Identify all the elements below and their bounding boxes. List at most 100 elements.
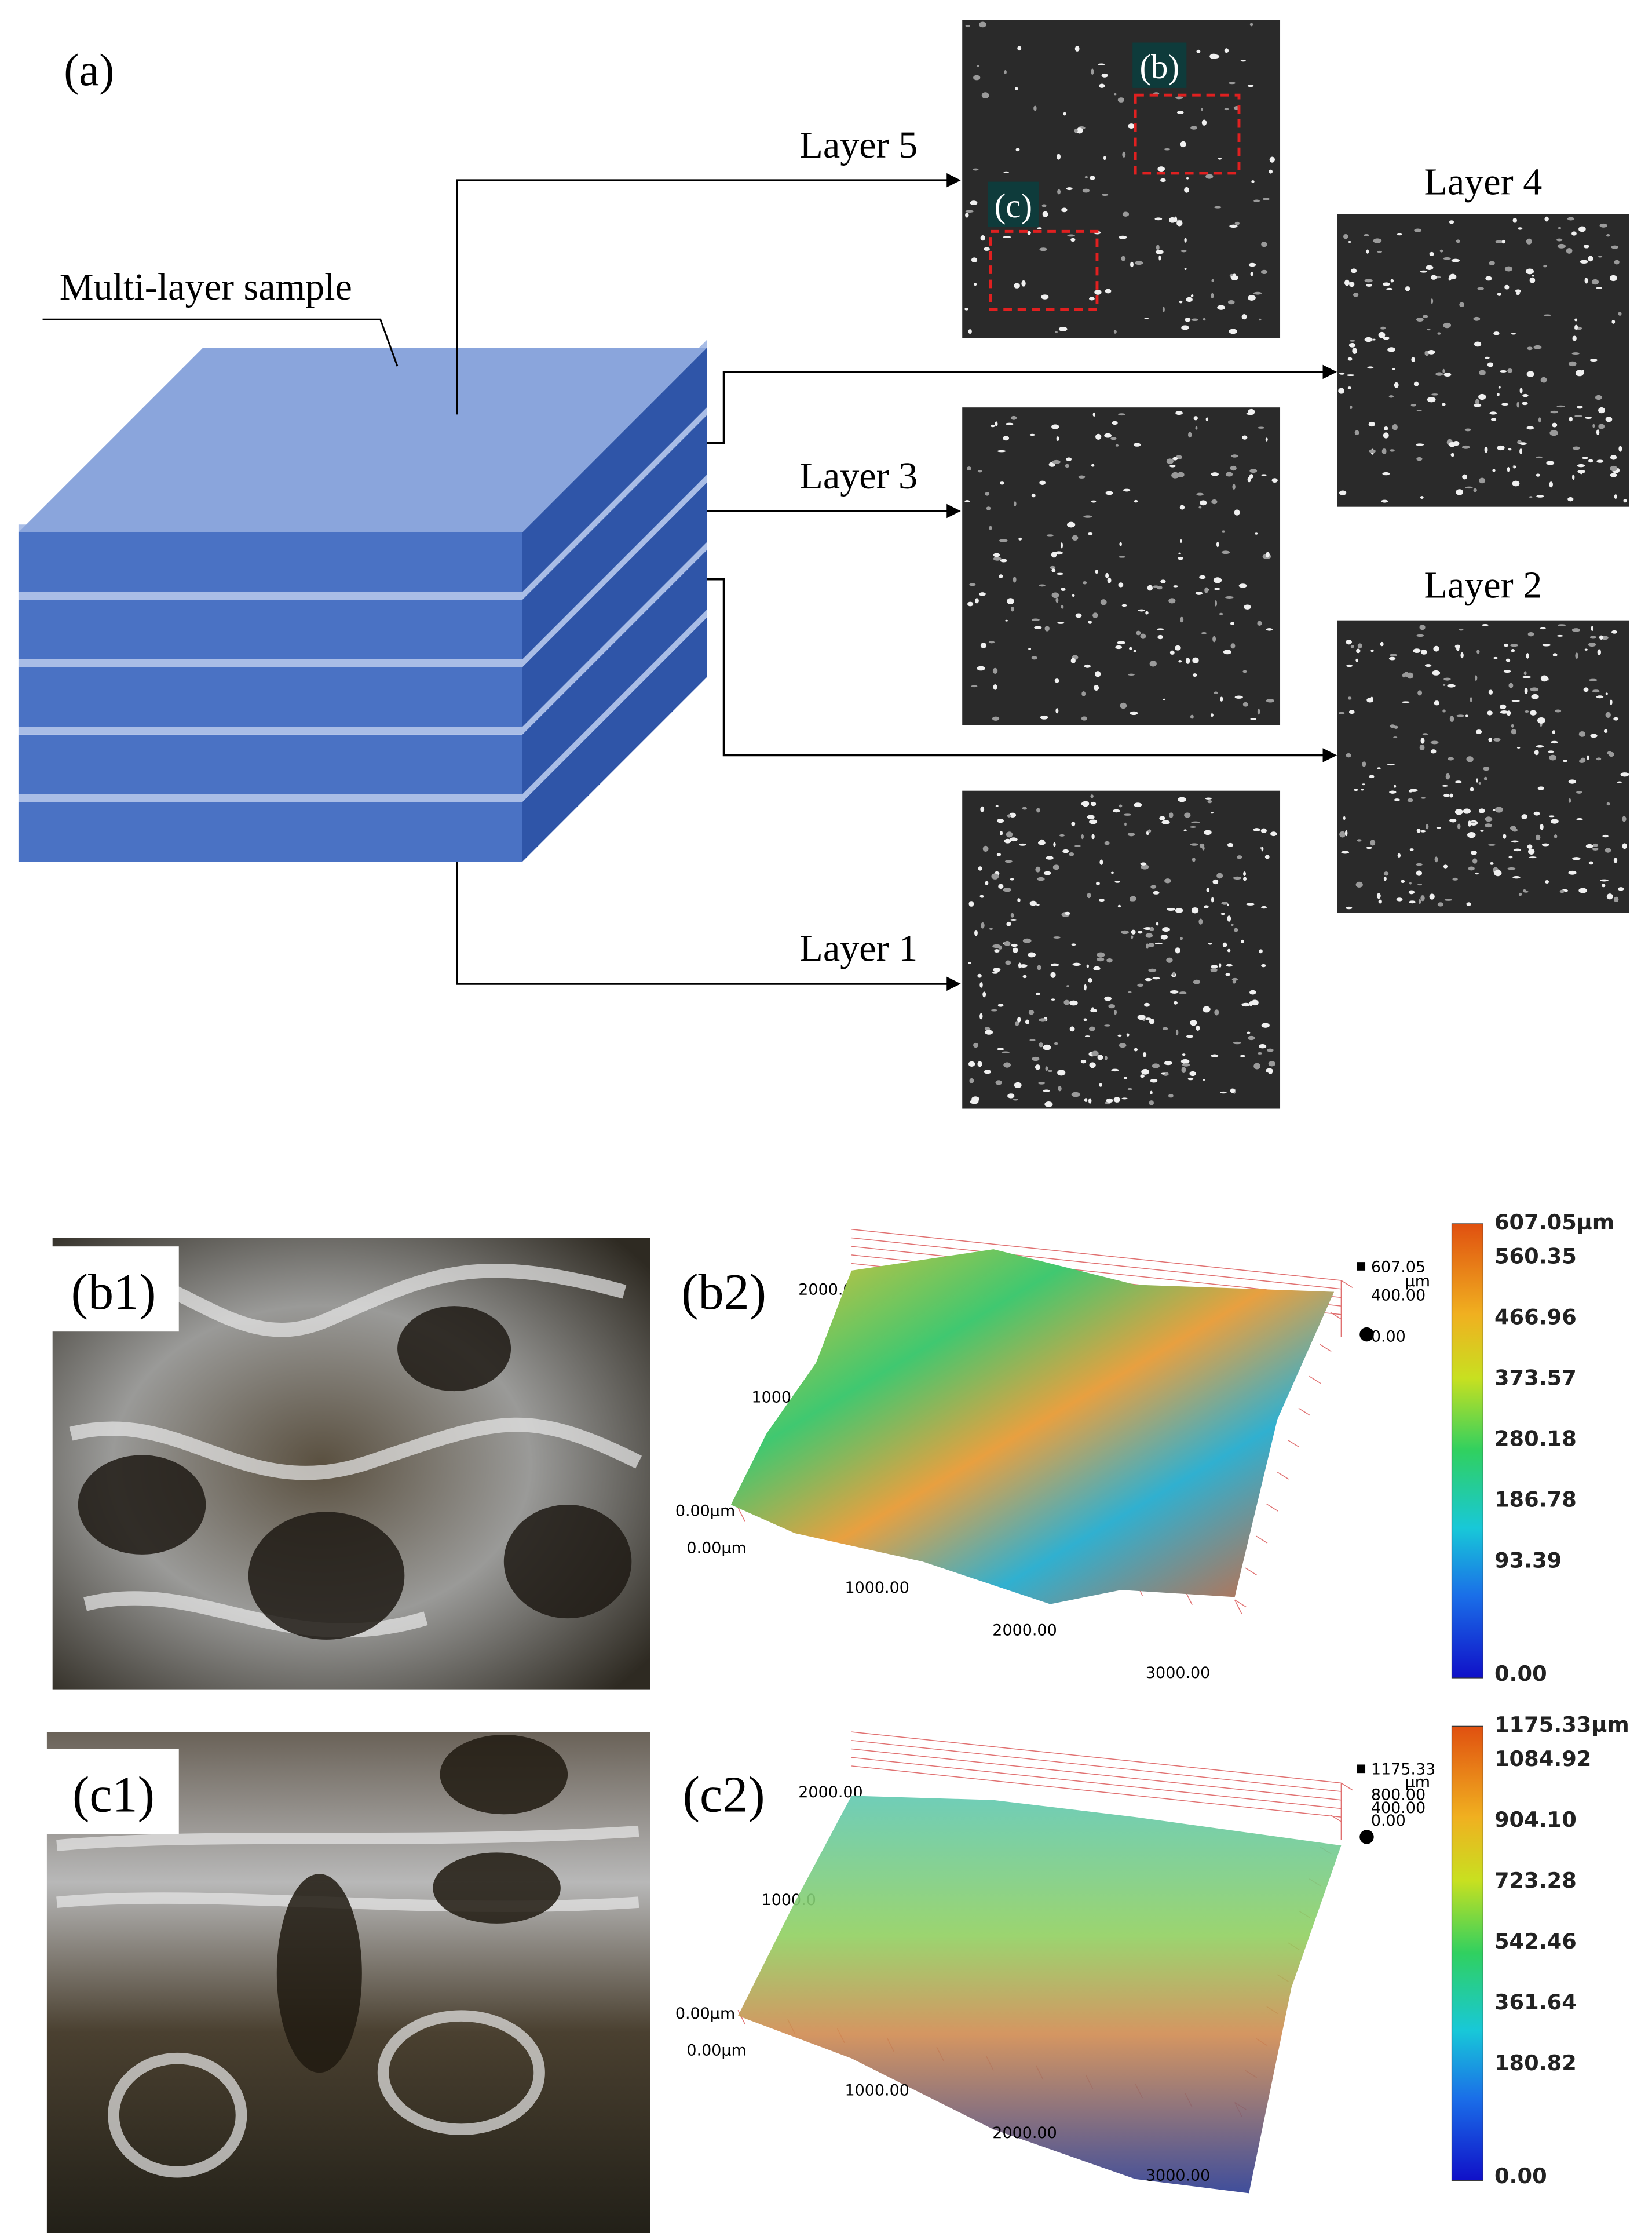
colorbar-label: 0.00 xyxy=(1494,1661,1547,1686)
grid-line xyxy=(1298,1407,1310,1416)
speckle xyxy=(1211,499,1218,505)
speckle xyxy=(1471,850,1477,855)
speckle xyxy=(1089,297,1095,301)
panel-label: (b2) xyxy=(681,1264,766,1320)
layer-side xyxy=(522,415,707,660)
speckle xyxy=(1106,1098,1113,1103)
speckle xyxy=(1229,329,1237,334)
speckle xyxy=(1129,647,1132,650)
speckle xyxy=(1082,188,1090,193)
speckle xyxy=(1233,876,1242,880)
speckle xyxy=(1186,1035,1194,1038)
speckle xyxy=(1260,269,1268,275)
speckle xyxy=(1357,839,1362,842)
speckle xyxy=(1230,643,1236,649)
speckle xyxy=(1092,412,1096,417)
speckle xyxy=(1372,338,1376,341)
speckle xyxy=(1112,809,1120,813)
speckle xyxy=(1118,556,1126,558)
speckle xyxy=(1257,709,1260,715)
speckle xyxy=(1407,798,1413,802)
speckle xyxy=(1056,436,1059,441)
speckle xyxy=(1065,464,1069,468)
speckle xyxy=(1266,1048,1274,1052)
speckle xyxy=(1169,465,1176,468)
highlight xyxy=(108,2052,247,2178)
speckle xyxy=(1610,465,1618,472)
layer-label: Layer 3 xyxy=(799,455,918,497)
inset-label: (c) xyxy=(995,187,1032,225)
speckle xyxy=(1241,313,1247,320)
speckle xyxy=(1259,318,1262,321)
speckle xyxy=(1044,626,1050,632)
speckle xyxy=(1495,240,1503,243)
speckle xyxy=(1370,649,1374,652)
speckle xyxy=(1368,421,1375,427)
z-marker xyxy=(1359,1830,1374,1844)
speckle xyxy=(1152,1063,1160,1068)
arrowhead xyxy=(946,976,961,991)
speckle xyxy=(1211,293,1214,299)
speckle xyxy=(1576,790,1582,794)
grid-line xyxy=(1245,1567,1257,1576)
speckle xyxy=(1431,393,1438,396)
speckle xyxy=(1243,877,1247,881)
speckle xyxy=(1466,756,1474,762)
speckle xyxy=(1198,918,1203,925)
speckle xyxy=(1250,272,1253,276)
speckle xyxy=(1468,820,1472,827)
speckle xyxy=(1518,892,1522,896)
speckle xyxy=(974,283,977,286)
speckle xyxy=(1237,855,1242,859)
speckle xyxy=(1598,424,1605,429)
speckle xyxy=(1160,579,1166,583)
speckle xyxy=(1178,797,1186,802)
speckle xyxy=(1027,231,1031,235)
speckle xyxy=(1416,443,1424,446)
speckle xyxy=(1508,448,1512,451)
speckle xyxy=(1015,1021,1019,1026)
speckle xyxy=(1095,570,1098,574)
speckle xyxy=(1474,675,1478,681)
speckle xyxy=(1203,905,1209,908)
speckle xyxy=(1610,473,1617,477)
speckle xyxy=(1265,437,1268,442)
speckle xyxy=(1620,772,1629,777)
speckle xyxy=(1434,856,1438,863)
colorbar-label: 280.18 xyxy=(1494,1426,1577,1451)
speckle xyxy=(1454,780,1462,783)
speckle xyxy=(1419,745,1425,750)
speckle xyxy=(1478,808,1485,813)
speckle xyxy=(1227,842,1234,847)
speckle xyxy=(1105,289,1112,294)
speckle xyxy=(1531,694,1539,699)
speckle xyxy=(1457,823,1461,830)
connectors xyxy=(42,179,1324,985)
speckle xyxy=(1123,1077,1127,1079)
speckle xyxy=(1595,395,1602,400)
speckle xyxy=(1121,256,1126,261)
speckle xyxy=(1383,336,1390,340)
speckle xyxy=(1230,1088,1236,1093)
speckle xyxy=(1244,604,1251,610)
colorbar-label: 0.00 xyxy=(1494,2163,1547,2188)
speckle xyxy=(977,1061,982,1067)
speckle xyxy=(1066,457,1072,461)
speckle xyxy=(1497,445,1505,451)
speckle xyxy=(1057,1070,1066,1076)
speckle xyxy=(1567,217,1574,221)
speckle xyxy=(1450,453,1454,457)
speckle xyxy=(1487,710,1493,716)
speckle xyxy=(1131,935,1134,939)
speckle xyxy=(1488,689,1493,695)
speckle xyxy=(1122,211,1130,217)
speckle xyxy=(979,592,986,596)
speckle xyxy=(1118,582,1124,588)
speckle xyxy=(1200,500,1207,506)
speckle xyxy=(1549,481,1553,488)
speckle xyxy=(973,1042,978,1048)
layer-side xyxy=(522,550,707,794)
speckle xyxy=(1476,650,1480,654)
speckle xyxy=(1117,904,1121,908)
speckle xyxy=(1588,642,1596,647)
